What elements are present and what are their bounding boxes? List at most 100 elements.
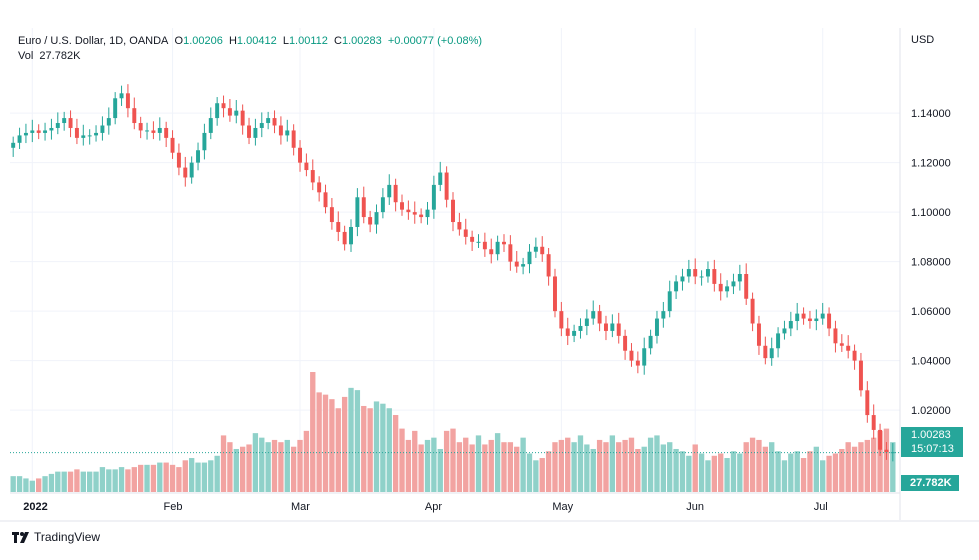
y-tick-label: 1.02000 (911, 405, 951, 417)
candle-body (839, 343, 844, 346)
candle-body (278, 125, 283, 136)
candle-body (36, 130, 41, 133)
x-tick-label: May (552, 501, 573, 513)
volume-bar (61, 471, 67, 492)
candle-body (699, 276, 704, 278)
volume-bar (373, 401, 380, 492)
volume-bar (48, 473, 55, 492)
symbol-title[interactable]: Euro / U.S. Dollar, 1D, OANDA (18, 35, 169, 47)
candle-body (138, 123, 143, 131)
volume-bar (112, 469, 118, 492)
candle-body (62, 118, 67, 124)
volume-bar (647, 437, 654, 492)
candle-body (820, 313, 825, 319)
x-tick-label: 2022 (23, 501, 47, 513)
candle-body (750, 298, 755, 324)
tradingview-brand[interactable]: TradingView (12, 530, 100, 544)
candle-body (342, 231, 347, 245)
time-axis[interactable]: 2022 Feb Mar Apr May Jun Jul (0, 492, 979, 522)
candle-body (253, 127, 258, 138)
volume-bar (673, 448, 679, 492)
volume-bar (654, 435, 660, 492)
vol-label: Vol (18, 50, 34, 62)
volume-bar (233, 448, 239, 492)
candle-body (425, 209, 430, 218)
candle-body (247, 125, 252, 138)
high-label: H (228, 35, 237, 47)
candle-body (795, 313, 800, 322)
candle-body (74, 127, 79, 138)
bar-countdown: 15:07:13 (911, 443, 954, 455)
candle-body (431, 184, 436, 210)
volume-bar (679, 451, 686, 492)
volume-bar (131, 467, 137, 492)
candle-body (68, 118, 73, 128)
candle-body (674, 281, 679, 292)
candle-body (693, 269, 698, 277)
volume-bar (354, 390, 361, 492)
candle-body (221, 103, 226, 109)
volume-bar (118, 467, 125, 492)
price-axis[interactable]: 1.14000 1.12000 1.10000 1.08000 1.06000 1.040… (899, 28, 951, 520)
volume-bar (380, 403, 386, 492)
candle-body (113, 98, 118, 119)
volume-bar (195, 462, 201, 492)
volume-bar (29, 480, 35, 492)
candle-body (591, 311, 596, 319)
candle-body (266, 118, 271, 124)
candle-body (470, 236, 475, 242)
candle-body (502, 241, 506, 245)
candle-body (661, 311, 666, 319)
volume-bar (839, 448, 845, 492)
volume-bar (686, 455, 692, 492)
candle-body (196, 150, 201, 163)
candle-body (451, 199, 455, 223)
candle-body (514, 261, 519, 267)
candle-body (610, 323, 615, 331)
candle-body (387, 184, 392, 198)
volume-bar (762, 446, 769, 492)
volume-bar (533, 460, 539, 492)
candle-body (234, 110, 239, 116)
volume-bar (297, 439, 303, 492)
candle-body (642, 348, 647, 366)
volume-bar (278, 442, 284, 492)
volume-bar (469, 444, 475, 492)
volume-bar (405, 439, 412, 492)
volume-bar (392, 415, 399, 492)
low-value: 1.00112 (288, 35, 328, 47)
last-price-value: 1.00283 (911, 429, 951, 441)
volume-bar (431, 437, 437, 492)
volume-bars (10, 372, 896, 492)
candle-body (240, 110, 245, 126)
candle-body (476, 241, 481, 243)
candle-body (349, 226, 353, 245)
candle-body (782, 328, 787, 334)
volume-bar (348, 387, 354, 492)
candle-body (87, 135, 92, 137)
candle-body (769, 348, 774, 359)
volume-bar (507, 442, 514, 492)
candle-body (259, 123, 264, 128)
candle-body (361, 197, 366, 218)
volume-bar (341, 396, 348, 492)
candle-body (164, 127, 169, 138)
candles (11, 84, 895, 462)
volume-bar (182, 460, 188, 492)
candle-body (667, 291, 672, 312)
volume-bar (188, 458, 195, 492)
candle-body (584, 318, 589, 326)
volume-bar (794, 451, 800, 492)
volume-bar (877, 430, 883, 492)
volume-bar (864, 439, 870, 492)
volume-bar (711, 455, 718, 492)
volume-bar (23, 478, 29, 492)
volume-bar (596, 439, 603, 492)
candle-body (884, 449, 889, 453)
volume-bar (724, 458, 730, 492)
high-value: 1.00412 (236, 35, 277, 47)
volume-bar (55, 471, 61, 492)
volume-bar (239, 446, 246, 492)
